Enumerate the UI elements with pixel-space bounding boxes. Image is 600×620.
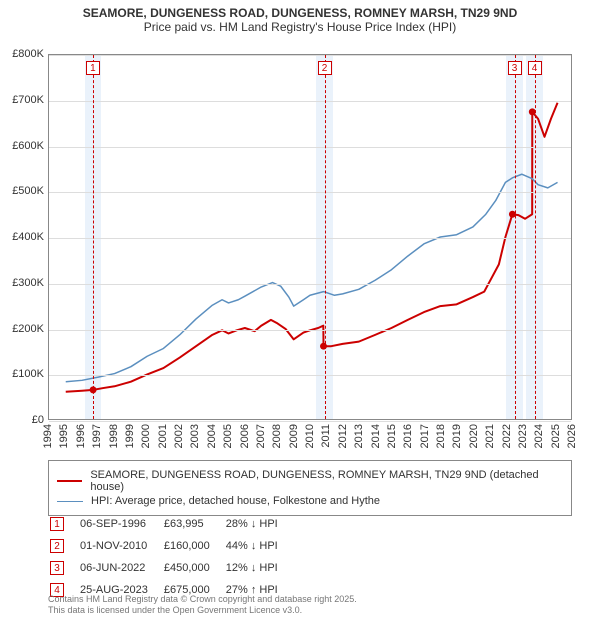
x-tick-label: 1995 xyxy=(58,424,70,448)
x-tick-label: 2009 xyxy=(288,424,300,448)
sale-marker-box: 3 xyxy=(508,61,522,75)
y-tick-label: £100K xyxy=(0,368,44,380)
x-tick-label: 2005 xyxy=(222,424,234,448)
y-gridline xyxy=(49,375,571,376)
x-tick-label: 2008 xyxy=(271,424,283,448)
x-tick-label: 1999 xyxy=(124,424,136,448)
y-tick-label: £200K xyxy=(0,323,44,335)
x-tick-label: 2020 xyxy=(468,424,480,448)
legend-item-property: SEAMORE, DUNGENESS ROAD, DUNGENESS, ROMN… xyxy=(57,469,563,493)
title-line-2: Price paid vs. HM Land Registry's House … xyxy=(10,20,590,34)
sale-row-date: 06-SEP-1996 xyxy=(80,514,162,534)
x-tick-label: 2023 xyxy=(517,424,529,448)
legend-item-hpi: HPI: Average price, detached house, Folk… xyxy=(57,495,563,507)
y-tick-label: £400K xyxy=(0,231,44,243)
y-gridline xyxy=(49,284,571,285)
y-gridline xyxy=(49,238,571,239)
sales-table-row: 3 06-JUN-2022£450,00012% ↓ HPI xyxy=(50,558,292,578)
legend-swatch-property xyxy=(57,480,82,482)
sale-row-marker: 3 xyxy=(50,561,64,575)
x-tick-label: 2017 xyxy=(419,424,431,448)
x-tick-label: 2002 xyxy=(173,424,185,448)
x-tick-label: 2019 xyxy=(451,424,463,448)
chart-title: SEAMORE, DUNGENESS ROAD, DUNGENESS, ROMN… xyxy=(0,0,600,38)
legend-swatch-hpi xyxy=(57,501,83,502)
x-tick-label: 2013 xyxy=(353,424,365,448)
y-gridline xyxy=(49,192,571,193)
chart-plot-area: 1 2 34 xyxy=(48,54,572,420)
legend-box: SEAMORE, DUNGENESS ROAD, DUNGENESS, ROMN… xyxy=(48,460,572,516)
sale-marker-box: 2 xyxy=(318,61,332,75)
x-tick-label: 2006 xyxy=(239,424,251,448)
sale-marker-line xyxy=(515,55,516,419)
legend-label-property: SEAMORE, DUNGENESS ROAD, DUNGENESS, ROMN… xyxy=(90,469,563,493)
sales-table-row: 2 01-NOV-2010£160,00044% ↓ HPI xyxy=(50,536,292,556)
sale-row-delta: 44% ↓ HPI xyxy=(226,536,292,556)
y-tick-label: £800K xyxy=(0,48,44,60)
sale-row-price: £450,000 xyxy=(164,558,224,578)
sale-row-marker: 2 xyxy=(50,539,64,553)
x-tick-label: 2022 xyxy=(501,424,513,448)
legend-label-hpi: HPI: Average price, detached house, Folk… xyxy=(91,495,380,507)
sale-marker-box: 4 xyxy=(528,61,542,75)
x-tick-label: 2018 xyxy=(435,424,447,448)
x-tick-label: 2012 xyxy=(337,424,349,448)
y-gridline xyxy=(49,330,571,331)
sale-point-dot xyxy=(320,343,327,350)
x-tick-label: 2025 xyxy=(550,424,562,448)
series-line xyxy=(66,174,558,381)
sale-row-marker: 1 xyxy=(50,517,64,531)
y-tick-label: £600K xyxy=(0,140,44,152)
x-tick-label: 2004 xyxy=(206,424,218,448)
x-tick-label: 1994 xyxy=(42,424,54,448)
sale-row-delta: 12% ↓ HPI xyxy=(226,558,292,578)
x-tick-label: 2010 xyxy=(304,424,316,448)
x-tick-label: 1996 xyxy=(75,424,87,448)
footer-line-1: Contains HM Land Registry data © Crown c… xyxy=(48,594,357,605)
sale-marker-line xyxy=(325,55,326,419)
sales-table-row: 1 06-SEP-1996£63,99528% ↓ HPI xyxy=(50,514,292,534)
x-tick-label: 2024 xyxy=(533,424,545,448)
footer-attribution: Contains HM Land Registry data © Crown c… xyxy=(48,594,357,616)
x-tick-label: 2014 xyxy=(370,424,382,448)
y-tick-label: £0 xyxy=(0,414,44,426)
footer-line-2: This data is licensed under the Open Gov… xyxy=(48,605,357,616)
title-line-1: SEAMORE, DUNGENESS ROAD, DUNGENESS, ROMN… xyxy=(10,6,590,20)
sales-table: 1 06-SEP-1996£63,99528% ↓ HPI 2 01-NOV-2010… xyxy=(48,512,294,602)
x-tick-label: 2015 xyxy=(386,424,398,448)
chart-lines-svg xyxy=(49,55,571,419)
sale-marker-line xyxy=(535,55,536,419)
sale-row-delta: 28% ↓ HPI xyxy=(226,514,292,534)
sale-marker-line xyxy=(93,55,94,419)
x-tick-label: 2001 xyxy=(157,424,169,448)
x-tick-label: 2003 xyxy=(189,424,201,448)
x-tick-label: 2011 xyxy=(320,424,332,448)
sale-row-date: 06-JUN-2022 xyxy=(80,558,162,578)
x-tick-label: 2016 xyxy=(402,424,414,448)
y-tick-label: £700K xyxy=(0,94,44,106)
x-tick-label: 1998 xyxy=(108,424,120,448)
x-tick-label: 2026 xyxy=(566,424,578,448)
sale-row-date: 01-NOV-2010 xyxy=(80,536,162,556)
x-tick-label: 1997 xyxy=(91,424,103,448)
y-gridline xyxy=(49,55,571,56)
y-gridline xyxy=(49,421,571,422)
x-tick-label: 2021 xyxy=(484,424,496,448)
sale-marker-box: 1 xyxy=(86,61,100,75)
y-gridline xyxy=(49,147,571,148)
sale-row-price: £160,000 xyxy=(164,536,224,556)
y-tick-label: £300K xyxy=(0,277,44,289)
y-tick-label: £500K xyxy=(0,185,44,197)
y-gridline xyxy=(49,101,571,102)
x-tick-label: 2007 xyxy=(255,424,267,448)
sale-row-price: £63,995 xyxy=(164,514,224,534)
x-tick-label: 2000 xyxy=(140,424,152,448)
